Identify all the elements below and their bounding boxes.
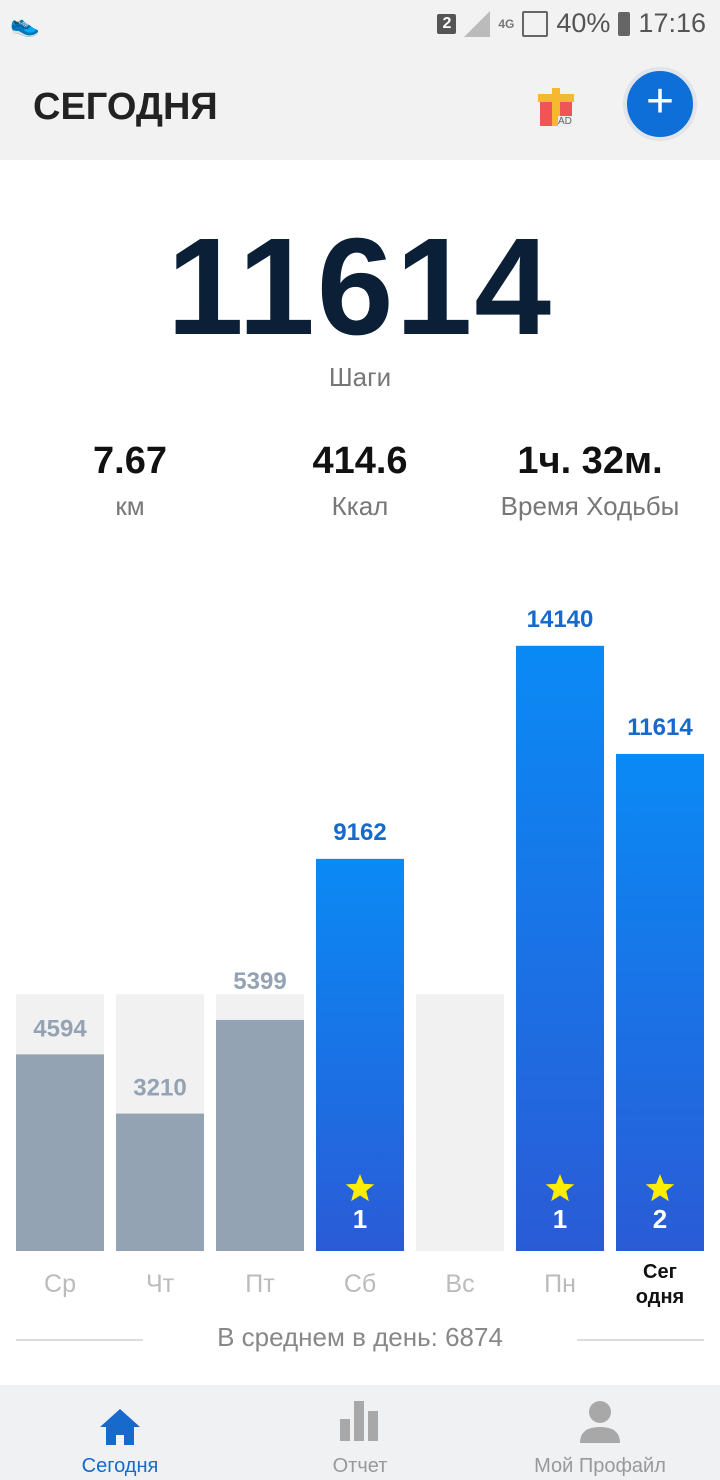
divider-right xyxy=(577,1339,704,1341)
ad-badge: AD xyxy=(558,116,572,127)
nav-today[interactable]: Сегодня xyxy=(0,1385,240,1480)
bar-value-label: 9162 xyxy=(333,819,386,846)
bar-value-label: 14140 xyxy=(527,606,594,633)
weekly-steps-chart: 4594 Ср 3210 Чт 5399 Пт 9162 1 Сб Вс 14140 1 Пн 11614… xyxy=(16,606,704,1308)
calories-stat: 414.6 Ккал xyxy=(240,440,480,522)
app-header: СЕГОДНЯ AD + xyxy=(0,52,720,160)
person-icon xyxy=(580,1401,620,1443)
star-count: 1 xyxy=(353,1204,367,1234)
goal-background xyxy=(416,994,504,1251)
nav-report-label: Отчет xyxy=(332,1455,388,1477)
bar-2 xyxy=(216,1019,304,1251)
home-icon xyxy=(100,1409,140,1445)
distance-value: 7.67 xyxy=(93,440,167,482)
nav-report[interactable]: Отчет xyxy=(240,1385,480,1480)
daily-average: В среднем в день: 6874 xyxy=(217,1322,503,1352)
bottom-nav: Сегодня Отчет Мой Профайл xyxy=(0,1385,720,1480)
divider-left xyxy=(16,1339,143,1341)
distance-label: км xyxy=(115,491,145,521)
bar-0 xyxy=(16,1054,104,1251)
day-label: Ср xyxy=(44,1270,76,1298)
bar-value-label: 4594 xyxy=(33,1015,87,1042)
add-button[interactable]: + xyxy=(623,67,697,141)
time-stat: 1ч. 32м. Время Ходьбы xyxy=(470,440,710,522)
network-type: 4G xyxy=(498,16,515,31)
star-count: 2 xyxy=(653,1204,667,1234)
shoe-icon: 👟 xyxy=(10,11,40,38)
calories-label: Ккал xyxy=(331,491,389,521)
page-title: СЕГОДНЯ xyxy=(33,86,218,128)
battery-icon xyxy=(618,11,631,36)
bar-6 xyxy=(616,753,704,1251)
distance-stat: 7.67 км xyxy=(10,440,250,522)
day-label: одня xyxy=(636,1286,684,1308)
star-icon xyxy=(545,1174,575,1202)
bar-value-label: 5399 xyxy=(233,968,286,995)
day-label: Пт xyxy=(245,1270,275,1298)
bar-5 xyxy=(516,645,604,1251)
bar-value-label: 11614 xyxy=(627,714,693,741)
time-value: 1ч. 32м. xyxy=(517,440,663,482)
signal-icon xyxy=(464,10,491,37)
day-label: Сб xyxy=(344,1270,376,1298)
steps-label: Шаги xyxy=(328,362,392,392)
nav-profile[interactable]: Мой Профайл xyxy=(480,1385,720,1480)
day-label: Вс xyxy=(445,1270,474,1298)
calories-value: 414.6 xyxy=(312,440,408,482)
time-label: Время Ходьбы xyxy=(500,491,680,521)
day-label: Чт xyxy=(146,1270,175,1298)
day-label: Сег xyxy=(643,1261,677,1283)
star-count: 1 xyxy=(553,1204,567,1234)
bar-1 xyxy=(116,1113,204,1251)
status-bar: 👟 2 4G 40% 17:16 xyxy=(0,0,720,52)
nav-today-label: Сегодня xyxy=(81,1455,159,1477)
steps-count: 11614 xyxy=(166,210,554,364)
nav-profile-label: Мой Профайл xyxy=(534,1455,666,1477)
signal-box-icon xyxy=(522,10,549,37)
clock: 17:16 xyxy=(638,8,706,38)
bar-value-label: 3210 xyxy=(133,1075,186,1102)
sim-icon: 2 xyxy=(437,13,457,34)
gift-ad-button[interactable]: AD xyxy=(538,80,574,128)
battery-percent: 40% xyxy=(556,8,611,38)
day-label: Пн xyxy=(544,1270,576,1298)
star-icon xyxy=(345,1174,375,1202)
bar-chart-icon xyxy=(340,1401,378,1441)
star-icon xyxy=(645,1174,675,1202)
